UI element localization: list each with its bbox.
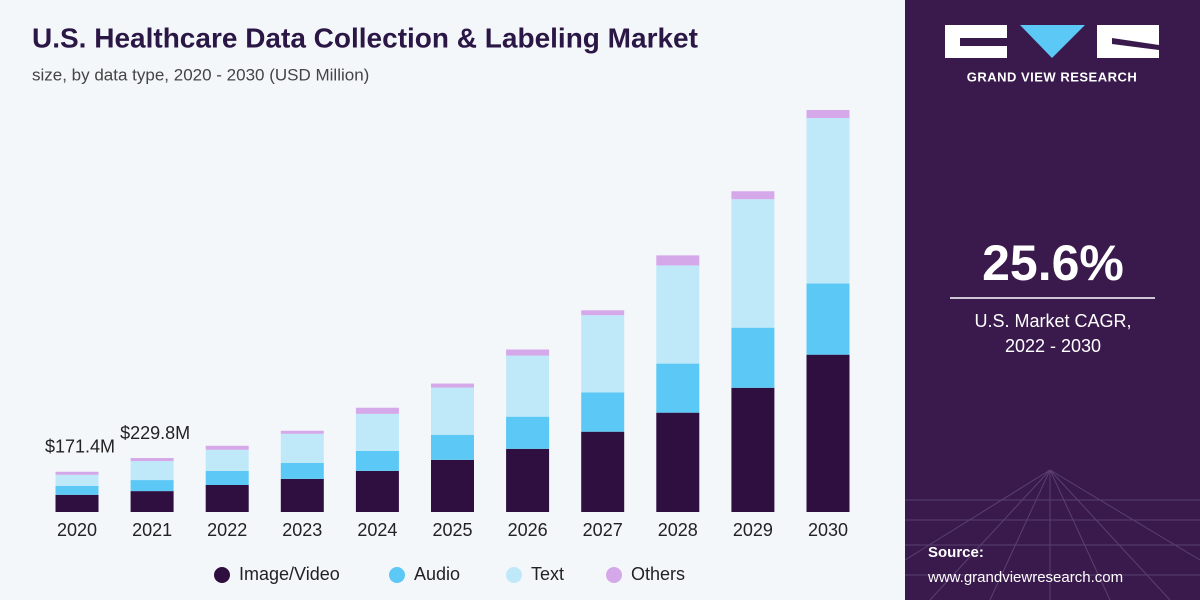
legend-marker: [214, 567, 230, 583]
bar-segment: [55, 474, 99, 486]
total-label: $229.8M: [120, 423, 190, 443]
bar-segment: [355, 470, 399, 512]
bar-segment: [806, 354, 850, 512]
legend-label: Others: [631, 564, 685, 584]
brand: GRAND VIEW RESEARCH: [967, 69, 1138, 84]
sidebar: [905, 0, 1200, 600]
bar-segment: [506, 448, 550, 512]
bar-segment: [581, 431, 625, 512]
legend-marker: [506, 567, 522, 583]
bar-segment: [806, 283, 850, 355]
bar-segment: [205, 470, 249, 485]
source-url: www.grandviewresearch.com: [927, 569, 1123, 586]
bar-segment: [355, 450, 399, 471]
bar-segment: [731, 387, 775, 512]
cagr-label: U.S. Market CAGR,: [974, 311, 1131, 331]
bar-segment: [280, 430, 324, 434]
bar-segment: [431, 434, 474, 460]
legend-marker: [606, 567, 622, 583]
bar-segment: [205, 445, 249, 450]
grid-decoration: [904, 469, 1200, 600]
bar-segment: [355, 413, 399, 451]
x-tick-label: 2023: [282, 520, 322, 540]
bar-segment: [506, 355, 550, 417]
legend-label: Text: [531, 564, 564, 584]
bar-segment: [55, 494, 99, 512]
bar-segment: [431, 459, 474, 512]
chart-title: U.S. Healthcare Data Collection & Labeli…: [32, 22, 698, 53]
bar-segment: [656, 255, 700, 266]
x-tick-label: 2027: [583, 520, 623, 540]
bar-segment: [130, 491, 174, 512]
bar-segment: [280, 462, 324, 479]
bar-segment: [731, 191, 775, 200]
bar-segment: [731, 327, 775, 388]
logo: [945, 25, 1159, 58]
bar-segment: [130, 480, 174, 492]
source-title: Source:: [928, 544, 984, 561]
cagr-label: 2022 - 2030: [1005, 336, 1101, 356]
x-tick-label: 2028: [658, 520, 698, 540]
bar-segment: [55, 471, 99, 475]
bar-segment: [506, 349, 550, 356]
x-tick-label: 2025: [432, 520, 472, 540]
bar-segment: [656, 265, 700, 364]
legend: Image/Video Audio Text Others: [214, 564, 685, 584]
bar-segment: [130, 458, 174, 462]
bar-segment: [806, 117, 850, 284]
legend-marker: [389, 567, 405, 583]
bar-segment: [506, 416, 550, 449]
x-tick-label: 2021: [132, 520, 172, 540]
bar-segment: [55, 485, 99, 495]
bar-segment: [656, 363, 700, 413]
bar-segment: [581, 392, 625, 432]
bar-segment: [581, 310, 625, 316]
bar-segment: [431, 383, 474, 388]
x-tick-label: 2030: [808, 520, 848, 540]
x-tick-label: 2024: [357, 520, 397, 540]
legend-label: Audio: [414, 564, 460, 584]
bar-segment: [280, 433, 324, 463]
x-tick-label: 2026: [508, 520, 548, 540]
bar-segment: [205, 449, 249, 471]
bar-segment: [130, 461, 174, 481]
bar-segment: [280, 478, 324, 512]
bar-segment: [581, 315, 625, 393]
bar-segment: [731, 199, 775, 328]
x-tick-label: 2022: [207, 520, 247, 540]
legend-label: Image/Video: [239, 564, 340, 584]
bar-segment: [806, 110, 850, 118]
x-tick-label: 2020: [57, 520, 97, 540]
bar-segment: [205, 484, 249, 512]
total-label: $171.4M: [45, 437, 115, 457]
x-tick-label: 2029: [733, 520, 773, 540]
chart-subtitle: size, by data type, 2020 - 2030 (USD Mil…: [32, 65, 369, 84]
bar-segment: [656, 412, 700, 512]
cagr: 25.6%: [982, 235, 1124, 291]
bar-segment: [431, 387, 474, 435]
bar-segment: [355, 407, 399, 414]
plot: 2020 2021 2022 2023 2024 2025 2026 2027 2028 2029…: [45, 110, 850, 540]
